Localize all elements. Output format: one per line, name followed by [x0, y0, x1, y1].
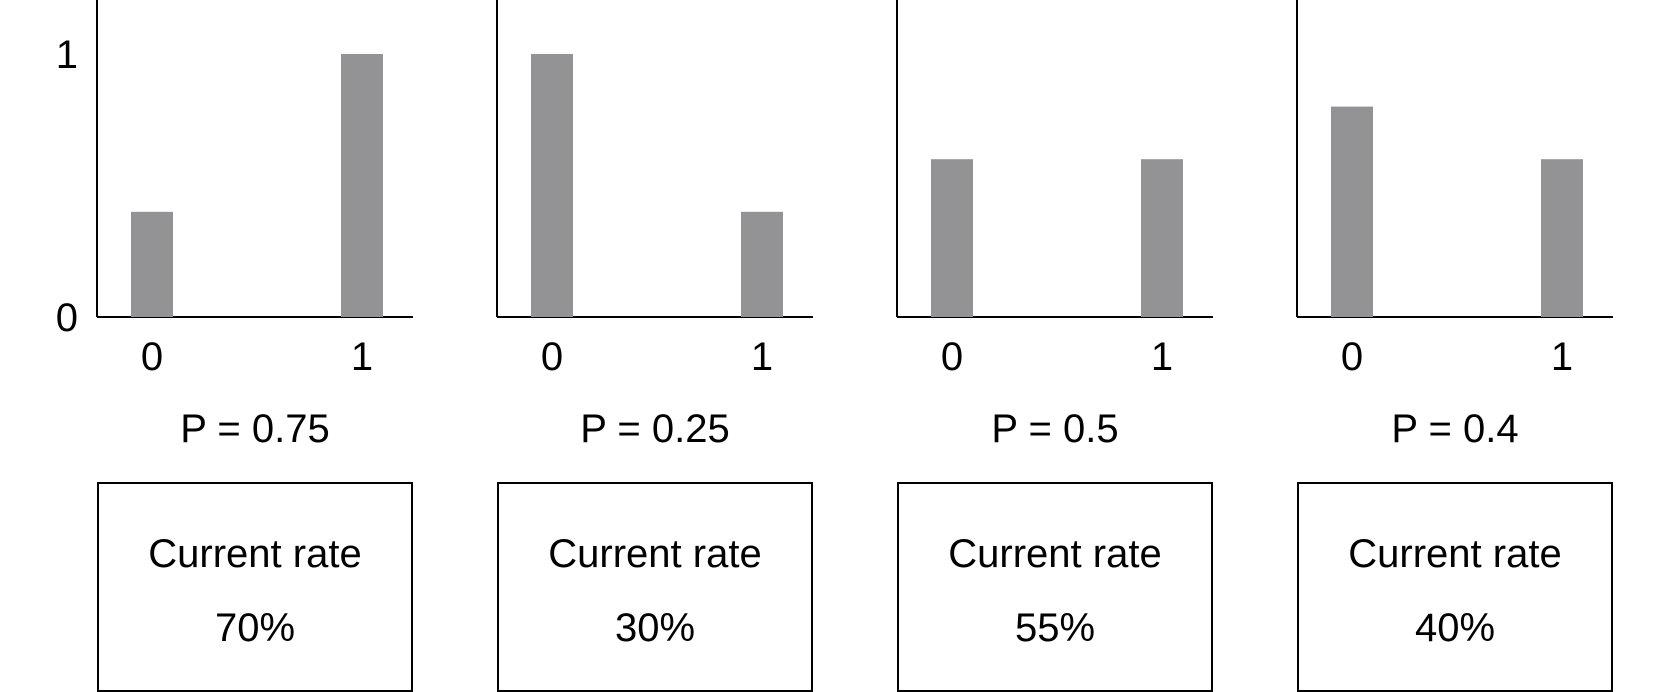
current-rate-value: 70%: [214, 606, 296, 650]
bar: [131, 211, 173, 317]
current-rate-box: Current rate 40%: [1297, 482, 1613, 692]
current-rate-box: Current rate 70%: [97, 482, 413, 692]
current-rate-label: Current rate: [1348, 532, 1562, 576]
bar: [341, 54, 383, 317]
y-tick-label: 1: [56, 33, 78, 77]
bar: [741, 211, 783, 317]
x-tick-label: 1: [1551, 335, 1573, 379]
current-rate-value: 30%: [614, 606, 696, 650]
current-rate-value: 40%: [1414, 606, 1496, 650]
current-rate-label: Current rate: [148, 532, 362, 576]
x-tick-label: 1: [351, 335, 373, 379]
current-rate-box: Current rate 30%: [497, 482, 813, 692]
x-tick-label: 0: [541, 335, 563, 379]
panel-caption: P = 0.4: [1391, 407, 1518, 451]
panel-caption: P = 0.75: [180, 407, 329, 451]
bar: [1141, 159, 1183, 317]
bar: [1331, 106, 1373, 317]
panel-caption: P = 0.5: [991, 407, 1118, 451]
current-rate-label: Current rate: [548, 532, 762, 576]
x-tick-label: 1: [1151, 335, 1173, 379]
current-rate-label: Current rate: [948, 532, 1162, 576]
x-tick-label: 1: [751, 335, 773, 379]
current-rate-value: 55%: [1014, 606, 1096, 650]
x-tick-label: 0: [1341, 335, 1363, 379]
x-tick-label: 0: [141, 335, 163, 379]
y-tick-label: 0: [56, 296, 78, 340]
bar: [531, 54, 573, 317]
bar: [1541, 159, 1583, 317]
panel-caption: P = 0.25: [580, 407, 729, 451]
current-rate-box: Current rate 55%: [897, 482, 1213, 692]
bar: [931, 159, 973, 317]
x-tick-label: 0: [941, 335, 963, 379]
